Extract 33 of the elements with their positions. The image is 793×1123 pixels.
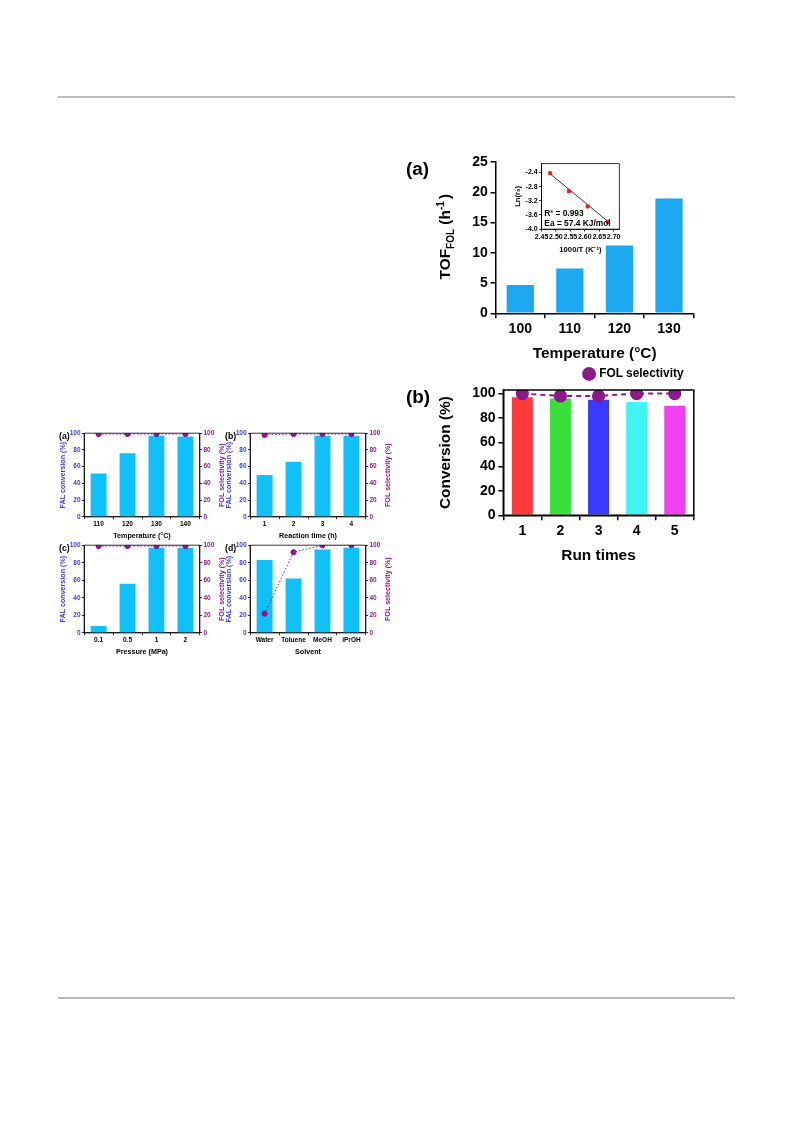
y-tick-label: 0	[479, 304, 488, 321]
y-tick-label: 60	[479, 433, 496, 450]
y-tick-label: 5	[479, 273, 488, 290]
x-tick-label: 3	[594, 522, 603, 539]
annotation: Ea = 57.4 KJ/mol	[544, 217, 611, 228]
y-tick-label: 80	[479, 408, 496, 425]
y-tick-label: 15	[472, 213, 488, 230]
y-axis-title: TOFFOL (h-1)	[434, 193, 456, 280]
y-tick-label: 10	[472, 243, 488, 260]
chart-title: (b)	[225, 431, 237, 442]
x-tick-label: 110	[558, 320, 582, 337]
x-tick-label: 4	[632, 522, 641, 539]
chart-title: (a)	[59, 431, 70, 442]
annotation: R² = 0.993	[544, 208, 584, 219]
chart-title: (a)	[406, 157, 430, 179]
y-tick-label: 100	[472, 384, 496, 401]
chart-title: (c)	[59, 543, 70, 554]
x-tick-label: 120	[607, 320, 632, 337]
y-tick-label: 40	[479, 457, 496, 474]
x-tick-label: 1	[518, 522, 527, 539]
y-axis-title: Conversion (%)	[435, 396, 453, 510]
chart-title: (d)	[225, 543, 237, 554]
x-tick-label: 5	[670, 522, 679, 539]
y-tick-label: 20	[472, 183, 488, 200]
legend-label: FOL selectivity	[599, 366, 684, 381]
x-axis-title: Run times	[561, 546, 636, 564]
y-tick-label: 25	[472, 153, 488, 170]
y-tick-label: 0	[487, 506, 496, 523]
chart-title: (b)	[406, 385, 431, 407]
x-axis-title: Temperature (°C)	[532, 344, 657, 362]
y-tick-label: 20	[479, 481, 496, 498]
x-tick-label: 2	[556, 522, 565, 539]
x-tick-label: 130	[657, 320, 681, 337]
